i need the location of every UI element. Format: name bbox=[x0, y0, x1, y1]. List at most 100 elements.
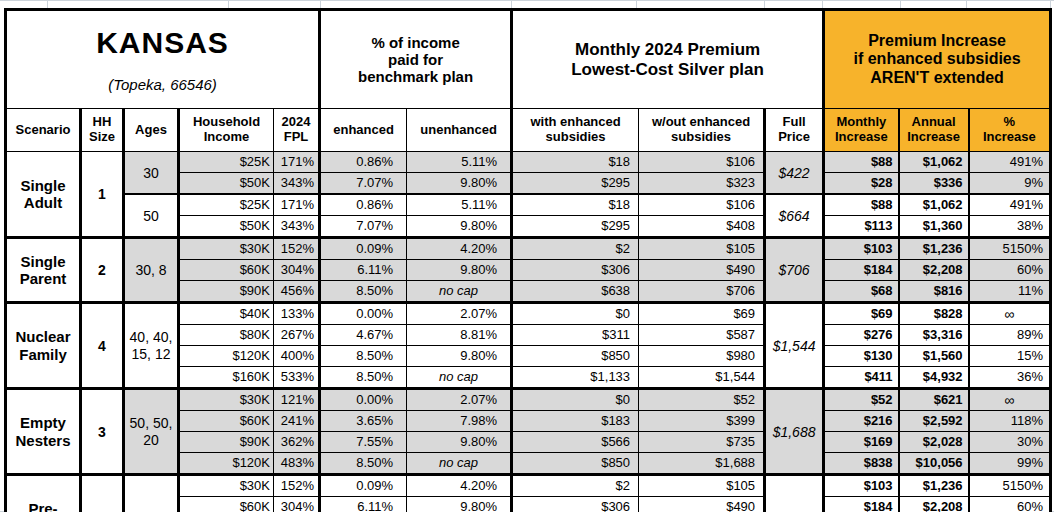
without-sub-cell[interactable]: $106 bbox=[639, 194, 765, 216]
full-price-cell[interactable]: $664 bbox=[765, 194, 824, 238]
income-cell[interactable]: $90K bbox=[179, 432, 274, 453]
unenhanced-cell[interactable]: no cap bbox=[407, 281, 512, 303]
annual-increase-cell[interactable]: $1,236 bbox=[899, 475, 969, 497]
monthly-increase-cell[interactable]: $103 bbox=[824, 238, 899, 260]
pct-increase-cell[interactable]: 118% bbox=[969, 411, 1051, 432]
enhanced-cell[interactable]: 7.07% bbox=[320, 216, 407, 238]
income-cell[interactable]: $160K bbox=[179, 367, 274, 389]
unenhanced-cell[interactable]: no cap bbox=[407, 453, 512, 475]
pct-increase-cell[interactable]: 60% bbox=[969, 497, 1051, 512]
ages-cell[interactable]: 30 bbox=[124, 152, 179, 195]
income-cell[interactable]: $30K bbox=[179, 238, 274, 260]
with-sub-cell[interactable]: $18 bbox=[512, 194, 639, 216]
annual-increase-cell[interactable]: $816 bbox=[899, 281, 969, 303]
unenhanced-cell[interactable]: 8.81% bbox=[407, 325, 512, 346]
pct-increase-cell[interactable]: ∞ bbox=[969, 303, 1051, 325]
without-sub-cell[interactable]: $490 bbox=[639, 260, 765, 281]
hh-size-cell[interactable]: 1 bbox=[81, 152, 124, 238]
fpl-cell[interactable]: 456% bbox=[274, 281, 320, 303]
col-header-annual-increase[interactable]: Annual Increase bbox=[899, 109, 969, 152]
pct-increase-cell[interactable]: 5150% bbox=[969, 238, 1051, 260]
annual-increase-cell[interactable]: $2,208 bbox=[899, 260, 969, 281]
monthly-increase-cell[interactable]: $68 bbox=[824, 281, 899, 303]
unenhanced-cell[interactable]: 4.20% bbox=[407, 475, 512, 497]
full-price-cell[interactable]: $422 bbox=[765, 152, 824, 195]
monthly-increase-cell[interactable]: $184 bbox=[824, 260, 899, 281]
hh-size-cell[interactable]: 4 bbox=[81, 303, 124, 389]
scenario-cell[interactable]: Single Parent bbox=[6, 238, 81, 303]
without-sub-cell[interactable]: $408 bbox=[639, 216, 765, 238]
enhanced-cell[interactable]: 8.50% bbox=[320, 367, 407, 389]
income-cell[interactable]: $60K bbox=[179, 497, 274, 512]
ages-cell[interactable]: 60, 60 bbox=[124, 475, 179, 512]
without-sub-cell[interactable]: $587 bbox=[639, 325, 765, 346]
col-header-household-income[interactable]: Household Income bbox=[179, 109, 274, 152]
with-sub-cell[interactable]: $850 bbox=[512, 346, 639, 367]
pct-increase-cell[interactable]: 5150% bbox=[969, 475, 1051, 497]
pct-increase-cell[interactable]: 60% bbox=[969, 260, 1051, 281]
enhanced-cell[interactable]: 0.09% bbox=[320, 475, 407, 497]
hh-size-cell[interactable]: 3 bbox=[81, 389, 124, 475]
with-sub-cell[interactable]: $311 bbox=[512, 325, 639, 346]
unenhanced-cell[interactable]: no cap bbox=[407, 367, 512, 389]
without-sub-cell[interactable]: $490 bbox=[639, 497, 765, 512]
monthly-increase-cell[interactable]: $169 bbox=[824, 432, 899, 453]
enhanced-cell[interactable]: 0.00% bbox=[320, 389, 407, 411]
enhanced-cell[interactable]: 6.11% bbox=[320, 497, 407, 512]
full-price-cell[interactable]: $1,544 bbox=[765, 303, 824, 389]
monthly-increase-cell[interactable]: $184 bbox=[824, 497, 899, 512]
col-header-full-price[interactable]: Full Price bbox=[765, 109, 824, 152]
income-cell[interactable]: $30K bbox=[179, 389, 274, 411]
full-price-cell[interactable]: $2,017 bbox=[765, 475, 824, 512]
monthly-increase-cell[interactable]: $216 bbox=[824, 411, 899, 432]
enhanced-cell[interactable]: 0.00% bbox=[320, 303, 407, 325]
with-sub-cell[interactable]: $306 bbox=[512, 497, 639, 512]
enhanced-cell[interactable]: 0.86% bbox=[320, 152, 407, 173]
fpl-cell[interactable]: 533% bbox=[274, 367, 320, 389]
hh-size-cell[interactable]: 2 bbox=[81, 475, 124, 512]
fpl-cell[interactable]: 152% bbox=[274, 475, 320, 497]
fpl-cell[interactable]: 171% bbox=[274, 152, 320, 173]
pct-increase-cell[interactable]: ∞ bbox=[969, 389, 1051, 411]
unenhanced-cell[interactable]: 5.11% bbox=[407, 152, 512, 173]
pct-increase-cell[interactable]: 36% bbox=[969, 367, 1051, 389]
enhanced-cell[interactable]: 7.07% bbox=[320, 173, 407, 195]
col-header-with-subsidies[interactable]: with enhanced subsidies bbox=[512, 109, 639, 152]
enhanced-cell[interactable]: 8.50% bbox=[320, 453, 407, 475]
monthly-increase-cell[interactable]: $69 bbox=[824, 303, 899, 325]
annual-increase-cell[interactable]: $2,028 bbox=[899, 432, 969, 453]
scenario-cell[interactable]: Pre- Retirees bbox=[6, 475, 81, 512]
pct-increase-cell[interactable]: 15% bbox=[969, 346, 1051, 367]
unenhanced-cell[interactable]: 9.80% bbox=[407, 173, 512, 195]
with-sub-cell[interactable]: $638 bbox=[512, 281, 639, 303]
without-sub-cell[interactable]: $106 bbox=[639, 152, 765, 173]
col-header-enhanced[interactable]: enhanced bbox=[320, 109, 407, 152]
fpl-cell[interactable]: 133% bbox=[274, 303, 320, 325]
enhanced-cell[interactable]: 8.50% bbox=[320, 281, 407, 303]
with-sub-cell[interactable]: $2 bbox=[512, 238, 639, 260]
monthly-increase-cell[interactable]: $103 bbox=[824, 475, 899, 497]
income-cell[interactable]: $30K bbox=[179, 475, 274, 497]
income-cell[interactable]: $50K bbox=[179, 216, 274, 238]
with-sub-cell[interactable]: $1,133 bbox=[512, 367, 639, 389]
without-sub-cell[interactable]: $1,688 bbox=[639, 453, 765, 475]
col-header-ages[interactable]: Ages bbox=[124, 109, 179, 152]
unenhanced-cell[interactable]: 9.80% bbox=[407, 497, 512, 512]
annual-increase-cell[interactable]: $1,560 bbox=[899, 346, 969, 367]
with-sub-cell[interactable]: $183 bbox=[512, 411, 639, 432]
pct-increase-cell[interactable]: 99% bbox=[969, 453, 1051, 475]
pct-income-group-header[interactable]: % of income paid for benchmark plan bbox=[320, 10, 512, 109]
without-sub-cell[interactable]: $1,544 bbox=[639, 367, 765, 389]
pct-increase-cell[interactable]: 491% bbox=[969, 152, 1051, 173]
fpl-cell[interactable]: 343% bbox=[274, 216, 320, 238]
with-sub-cell[interactable]: $295 bbox=[512, 216, 639, 238]
enhanced-cell[interactable]: 7.55% bbox=[320, 432, 407, 453]
ages-cell[interactable]: 40, 40, 15, 12 bbox=[124, 303, 179, 389]
col-header-hh-size[interactable]: HH Size bbox=[81, 109, 124, 152]
income-cell[interactable]: $80K bbox=[179, 325, 274, 346]
without-sub-cell[interactable]: $399 bbox=[639, 411, 765, 432]
annual-increase-cell[interactable]: $3,316 bbox=[899, 325, 969, 346]
full-price-cell[interactable]: $706 bbox=[765, 238, 824, 303]
unenhanced-cell[interactable]: 7.98% bbox=[407, 411, 512, 432]
pct-increase-cell[interactable]: 11% bbox=[969, 281, 1051, 303]
